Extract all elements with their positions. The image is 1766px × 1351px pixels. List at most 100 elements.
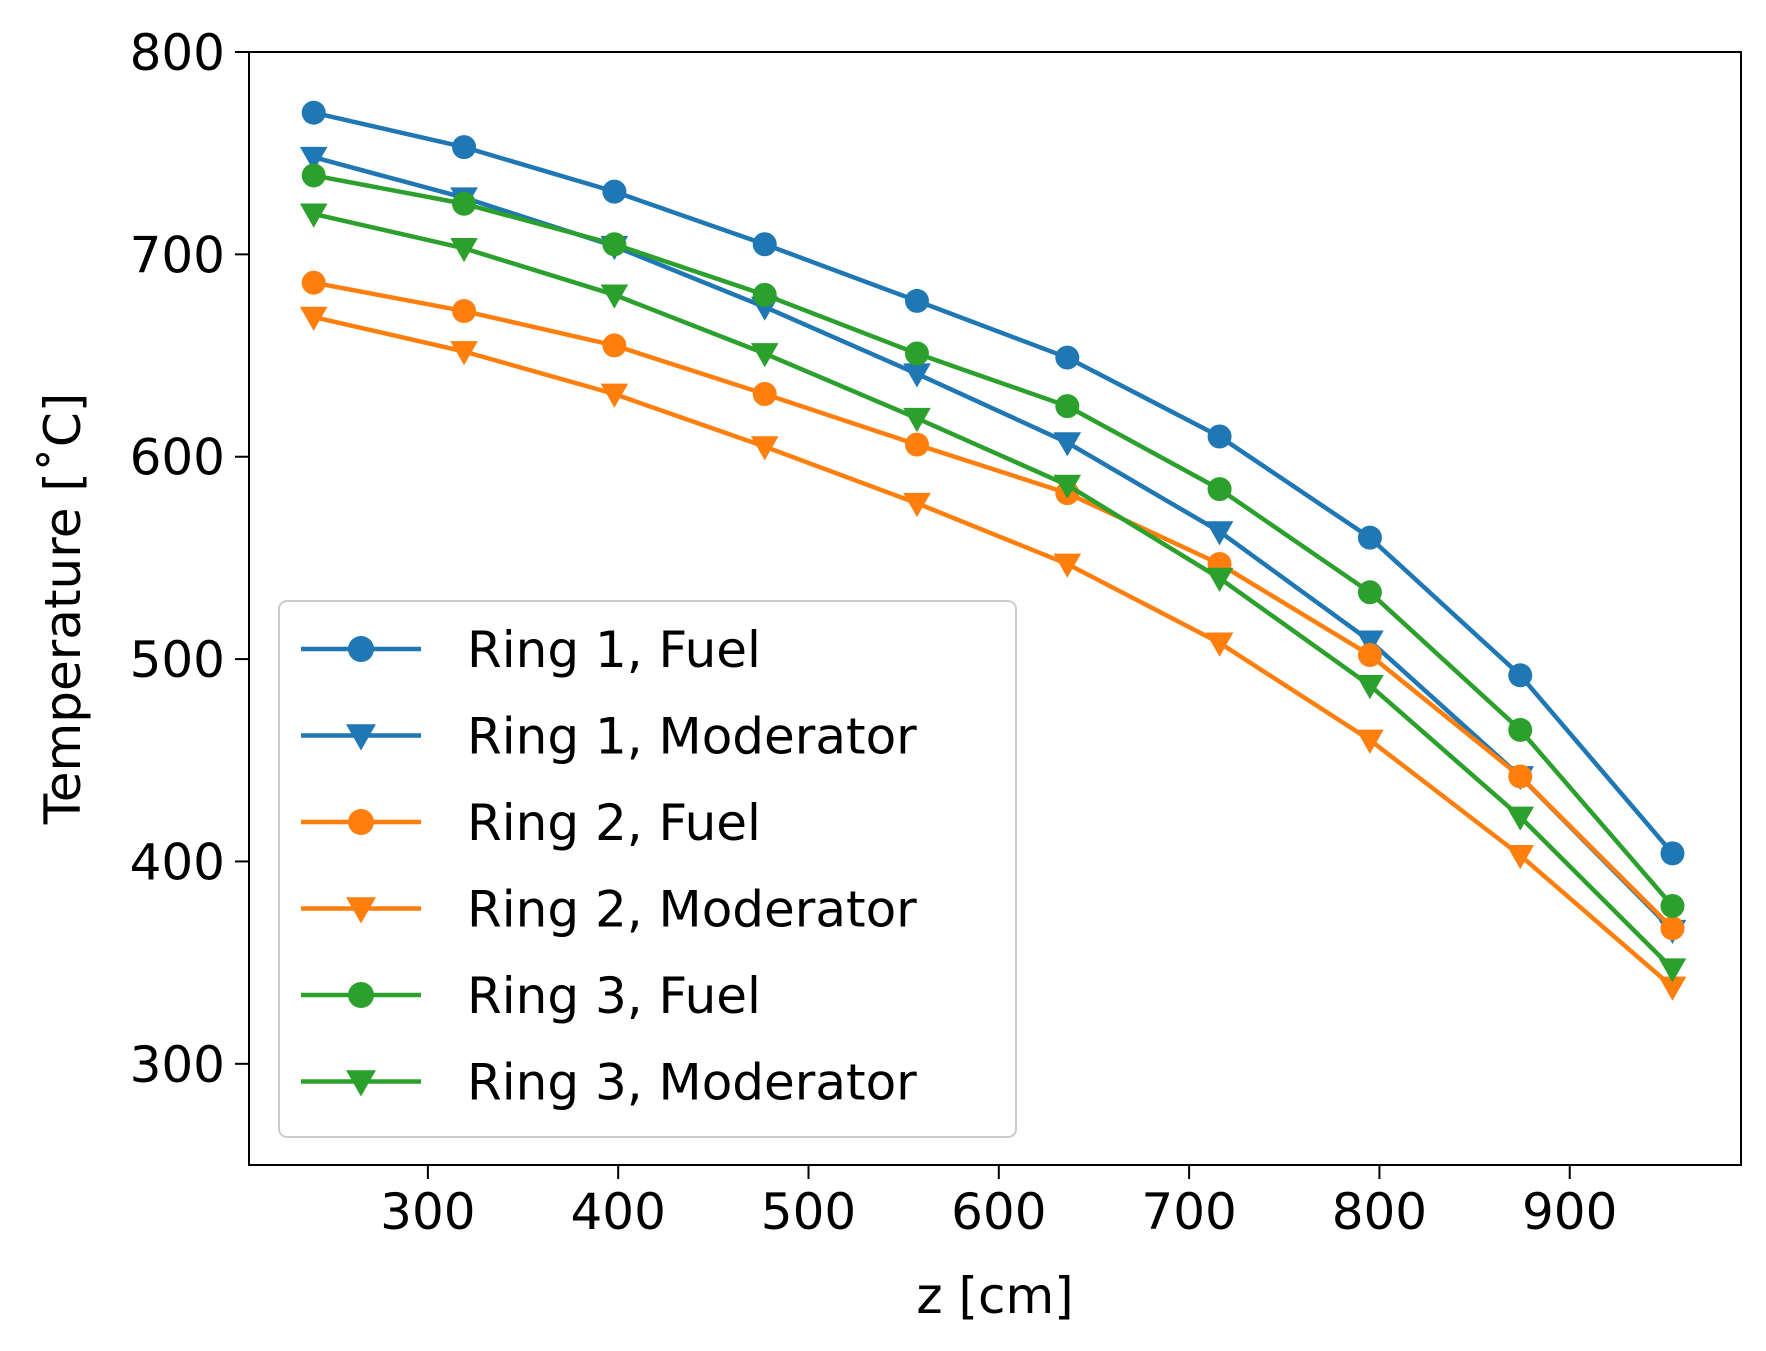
legend-label: Ring 3, Moderator: [467, 1054, 917, 1112]
data-point: [1508, 663, 1533, 688]
data-point: [301, 163, 326, 188]
data-point: [299, 146, 328, 172]
legend-item: Ring 2, Fuel: [301, 794, 761, 852]
data-point: [1660, 916, 1685, 941]
y-tick-label: 700: [130, 226, 225, 284]
data-point: [1658, 958, 1687, 983]
x-tick-label: 800: [1332, 1183, 1427, 1241]
data-point: [1660, 893, 1685, 918]
data-point: [752, 282, 777, 307]
x-tick-label: 600: [951, 1183, 1046, 1241]
data-point: [750, 343, 779, 368]
data-point: [452, 191, 477, 216]
data-point: [299, 306, 328, 331]
legend-label: Ring 1, Fuel: [467, 621, 761, 679]
x-tick-label: 700: [1141, 1183, 1236, 1241]
data-point: [1053, 553, 1082, 578]
data-point: [450, 237, 478, 263]
data-point: [1205, 521, 1234, 546]
legend-item: Ring 2, Moderator: [301, 881, 917, 939]
series-1: [301, 100, 1685, 866]
data-point: [1357, 643, 1382, 668]
data-point: [450, 341, 478, 366]
data-point: [752, 381, 777, 406]
data-point: [1356, 675, 1384, 700]
data-point: [1658, 976, 1687, 1001]
y-axis: 300 400 500 600 700 800: [130, 24, 249, 1094]
y-tick-label: 400: [130, 833, 225, 891]
data-point: [602, 232, 627, 257]
data-point: [452, 135, 477, 160]
data-point: [903, 492, 931, 518]
legend-marker: [348, 636, 374, 662]
legend-item: Ring 1, Moderator: [301, 708, 917, 766]
data-point: [1356, 729, 1384, 754]
y-tick-label: 500: [130, 631, 225, 689]
data-point: [602, 179, 627, 204]
legend-label: Ring 1, Moderator: [467, 708, 917, 766]
legend-label: Ring 3, Fuel: [467, 967, 761, 1025]
legend-label: Ring 2, Moderator: [467, 881, 917, 939]
y-axis-label: Temperature [˚C]: [34, 393, 92, 826]
legend: Ring 1, Fuel Ring 1, Moderator Ring 2, Fue…: [278, 600, 1017, 1138]
series-line: [313, 110, 1675, 855]
y-tick-label: 600: [130, 429, 225, 487]
data-point: [1207, 424, 1232, 449]
legend-box: [278, 600, 1017, 1138]
data-point: [452, 299, 477, 324]
x-tick-label: 400: [570, 1183, 665, 1241]
legend-marker: [348, 982, 374, 1008]
data-point: [1508, 717, 1533, 742]
plot-frame: [248, 51, 1742, 1166]
legend-marker: [346, 724, 376, 751]
series-3: [301, 270, 1685, 941]
x-axis: 300 400 500 600 700 800 900: [380, 1165, 1617, 1241]
data-point: [1205, 632, 1234, 657]
data-point: [299, 203, 328, 228]
data-point: [903, 407, 931, 433]
data-point: [1053, 474, 1082, 499]
data-point: [1207, 477, 1232, 502]
data-point: [1660, 841, 1685, 866]
data-point: [1357, 525, 1382, 550]
series-line: [313, 173, 1675, 908]
legend-marker: [348, 809, 374, 835]
x-tick-label: 300: [380, 1183, 475, 1241]
data-point: [752, 232, 777, 257]
data-point: [1506, 806, 1535, 831]
data-point: [904, 288, 929, 313]
data-point: [903, 363, 931, 388]
y-tick-label: 300: [130, 1036, 225, 1094]
data-point: [600, 284, 629, 309]
series-5: [301, 163, 1685, 918]
data-point: [1053, 432, 1082, 457]
x-tick-label: 500: [761, 1183, 856, 1241]
data-point: [750, 436, 779, 461]
series-line: [313, 280, 1675, 930]
legend-marker: [346, 897, 376, 924]
data-point: [1205, 567, 1234, 592]
data-point: [602, 333, 627, 358]
data-point: [904, 432, 929, 457]
legend-item: Ring 1, Fuel: [301, 621, 761, 679]
series-layer: [299, 100, 1687, 1001]
legend-label: Ring 2, Fuel: [467, 794, 761, 852]
data-point: [1356, 630, 1384, 655]
data-point: [1508, 764, 1533, 789]
data-point: [1055, 345, 1080, 370]
y-tick-label: 800: [130, 24, 225, 82]
x-axis-label: z [cm]: [916, 1267, 1073, 1325]
legend-item: Ring 3, Moderator: [301, 1054, 917, 1112]
x-tick-label: 900: [1522, 1183, 1617, 1241]
legend-item: Ring 3, Fuel: [301, 967, 761, 1025]
data-point: [301, 270, 326, 295]
data-point: [600, 383, 629, 408]
series-line: [313, 314, 1674, 989]
series-4: [299, 306, 1687, 1001]
data-point: [1357, 580, 1382, 605]
data-point: [301, 100, 326, 125]
data-point: [904, 341, 929, 366]
legend-marker: [346, 1070, 376, 1097]
series-line: [313, 211, 1675, 971]
